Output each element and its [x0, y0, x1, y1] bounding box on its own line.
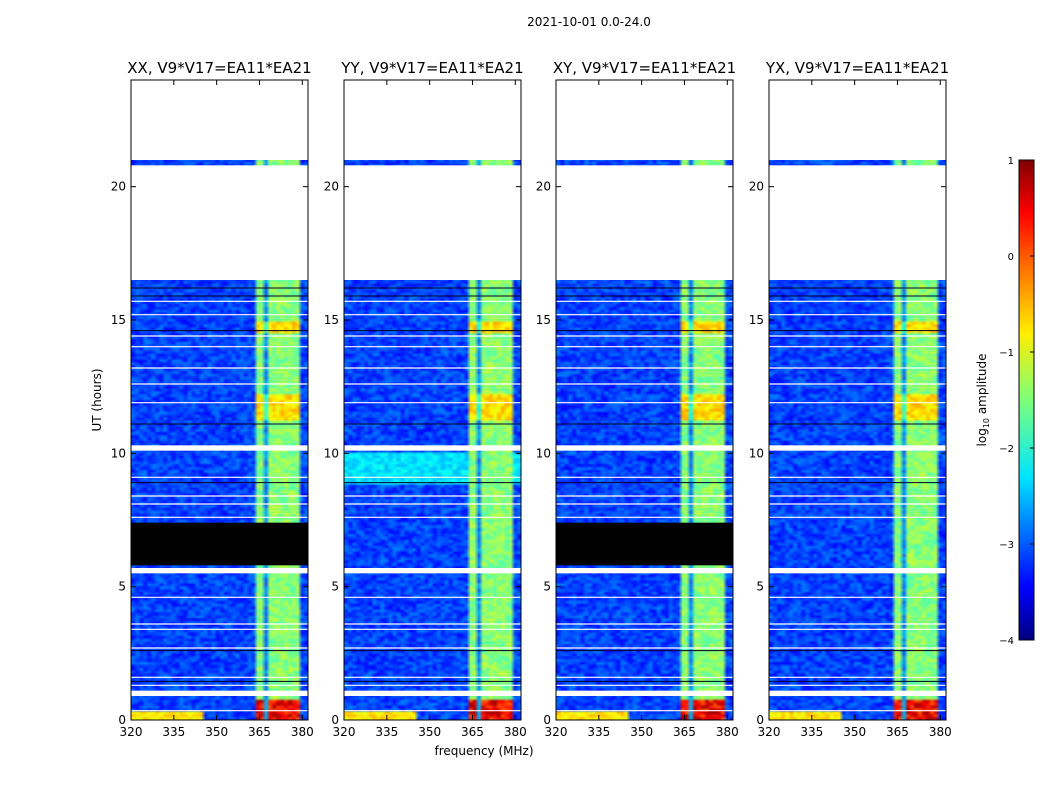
- colorbar-tick-label: 0: [1008, 252, 1014, 263]
- y-tick-label: 10: [536, 446, 551, 460]
- panel-title: XY, V9*V17=EA11*EA21: [553, 59, 736, 77]
- y-tick-label: 15: [111, 313, 126, 327]
- colorbar: 1 0 −1 −2 −3 −4: [999, 156, 1035, 647]
- x-tick-label: 350: [418, 725, 441, 739]
- x-tick-label: 335: [375, 725, 398, 739]
- data-gap: [556, 445, 733, 451]
- colorbar-label-log: log: [975, 428, 989, 446]
- data-gap: [556, 568, 733, 574]
- x-axis-label: frequency (MHz): [434, 744, 533, 758]
- y-tick-label: 5: [331, 580, 339, 594]
- data-gap: [131, 80, 308, 160]
- panel-title: YY, V9*V17=EA11*EA21: [340, 59, 523, 77]
- colorbar-tick-label: −4: [999, 636, 1014, 647]
- y-tick-label: 15: [749, 313, 764, 327]
- x-tick-label: 320: [758, 725, 781, 739]
- data-gap: [769, 568, 946, 574]
- data-gap: [556, 80, 733, 160]
- y-tick-label: 20: [536, 180, 551, 194]
- y-tick-label: 0: [331, 713, 339, 727]
- colorbar-tick-label: −1: [999, 348, 1014, 359]
- colorbar-tick-label: −2: [999, 444, 1014, 455]
- y-tick-label: 10: [324, 446, 339, 460]
- x-tick-label: 335: [162, 725, 185, 739]
- y-tick-label: 20: [749, 180, 764, 194]
- y-tick-label: 15: [536, 313, 551, 327]
- y-axis-label: UT (hours): [90, 368, 104, 431]
- panel-title: XX, V9*V17=EA11*EA21: [127, 59, 311, 77]
- x-tick-label: 350: [205, 725, 228, 739]
- data-gap: [131, 690, 308, 696]
- data-gap: [131, 568, 308, 574]
- x-tick-label: 320: [120, 725, 143, 739]
- x-tick-label: 350: [630, 725, 653, 739]
- y-tick-label: 0: [118, 713, 126, 727]
- panel-frame: [343, 79, 522, 721]
- data-gap: [344, 80, 521, 160]
- data-gap: [131, 165, 308, 280]
- panel-title: YX, V9*V17=EA11*EA21: [765, 59, 949, 77]
- figure-suptitle: 2021-10-01 0.0-24.0: [527, 15, 651, 29]
- y-tick-label: 0: [756, 713, 764, 727]
- x-tick-label: 320: [545, 725, 568, 739]
- data-gap: [344, 568, 521, 574]
- y-tick-label: 20: [324, 180, 339, 194]
- x-tick-label: 365: [673, 725, 696, 739]
- x-tick-label: 320: [333, 725, 356, 739]
- panel-yy: YY, V9*V17=EA11*EA21 320 335 350 365 380 0 5 10 1…: [324, 59, 527, 739]
- data-gap: [769, 165, 946, 280]
- y-tick-label: 10: [111, 446, 126, 460]
- x-tick-label: 335: [587, 725, 610, 739]
- x-tick-label: 365: [248, 725, 271, 739]
- data-gap: [556, 165, 733, 280]
- no-data-block: [556, 522, 733, 566]
- data-gap: [344, 690, 521, 696]
- no-data-block: [131, 522, 308, 566]
- panel-xx: XX, V9*V17=EA11*EA21 320 335 350 365 380 0 5 10 1…: [111, 59, 314, 739]
- y-tick-label: 20: [111, 180, 126, 194]
- colorbar-gradient: [1018, 159, 1035, 641]
- y-tick-label: 5: [543, 580, 551, 594]
- x-tick-label: 335: [800, 725, 823, 739]
- data-gap: [344, 165, 521, 280]
- x-tick-label: 380: [929, 725, 952, 739]
- x-tick-label: 365: [886, 725, 909, 739]
- panel-frame: [555, 79, 734, 721]
- x-tick-label: 350: [843, 725, 866, 739]
- panel-yx: YX, V9*V17=EA11*EA21 320 335 350 365 380 0 5 10 1…: [749, 59, 952, 739]
- data-gap: [769, 445, 946, 451]
- x-tick-label: 380: [716, 725, 739, 739]
- y-tick-label: 10: [749, 446, 764, 460]
- x-tick-label: 380: [504, 725, 527, 739]
- colorbar-label-sub: 10: [982, 418, 991, 428]
- y-tick-label: 5: [756, 580, 764, 594]
- data-gap: [556, 690, 733, 696]
- colorbar-label: log10 amplitude: [975, 354, 991, 447]
- x-tick-label: 380: [291, 725, 314, 739]
- y-tick-label: 15: [324, 313, 339, 327]
- x-tick-label: 365: [461, 725, 484, 739]
- panels-group: XX, V9*V17=EA11*EA21 320 335 350 365 380 0 5 10 1…: [111, 59, 952, 739]
- colorbar-tick-label: 1: [1008, 156, 1014, 167]
- data-gap: [769, 690, 946, 696]
- colorbar-tick-label: −3: [999, 540, 1014, 551]
- data-gap: [131, 445, 308, 451]
- colorbar-label-rest: amplitude: [975, 354, 989, 418]
- y-tick-label: 5: [118, 580, 126, 594]
- panel-frame: [130, 79, 309, 721]
- y-tick-label: 0: [543, 713, 551, 727]
- data-gap: [769, 80, 946, 160]
- panel-xy: XY, V9*V17=EA11*EA21 320 335 350 365 380 0 5 10 1…: [536, 59, 739, 739]
- data-gap: [344, 445, 521, 451]
- panel-frame: [768, 79, 947, 721]
